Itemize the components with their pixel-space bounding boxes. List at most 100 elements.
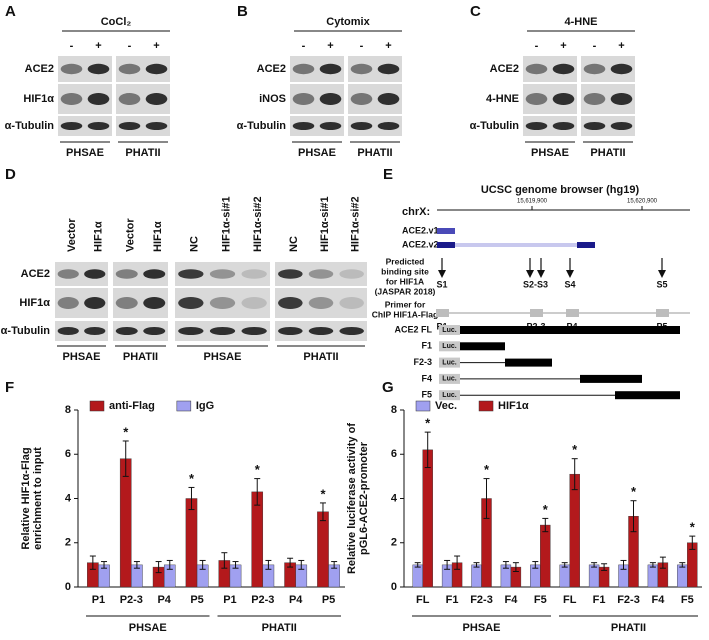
lane-label: NC bbox=[189, 236, 201, 252]
row-label: ACE2 bbox=[25, 63, 54, 75]
blot-title: CoCl₂ bbox=[101, 16, 132, 28]
y-tick-label: 6 bbox=[391, 448, 397, 460]
lane-label: HIF1α-si#1 bbox=[220, 196, 232, 252]
group-label: PHATII bbox=[303, 351, 338, 363]
blot-band bbox=[115, 269, 138, 279]
site-label: S5 bbox=[656, 279, 667, 289]
binding-label: for HIF1A bbox=[386, 276, 424, 286]
primer-text: ChIP HIF1A-Flag bbox=[372, 309, 438, 319]
significance-mark: * bbox=[543, 502, 549, 517]
binding-label: (JASPAR 2018) bbox=[375, 286, 436, 296]
construct-fragment bbox=[460, 326, 680, 334]
x-tick-label: FL bbox=[563, 594, 577, 606]
bar bbox=[647, 564, 659, 588]
significance-mark: * bbox=[123, 424, 129, 439]
blot-band bbox=[241, 269, 267, 279]
x-tick-label: F1 bbox=[446, 594, 459, 606]
blot-band bbox=[209, 327, 236, 335]
bar bbox=[471, 564, 482, 588]
blot-band bbox=[60, 93, 83, 105]
group-label: PHSAE bbox=[204, 351, 242, 363]
blot-band bbox=[350, 122, 373, 130]
significance-mark: * bbox=[631, 484, 637, 499]
blot-band bbox=[60, 122, 83, 130]
lane-label: + bbox=[560, 40, 566, 52]
row-label: α-Tubulin bbox=[470, 120, 520, 132]
blot-band bbox=[60, 63, 83, 75]
blot-band bbox=[118, 93, 141, 105]
row-label: ACE2 bbox=[21, 268, 50, 280]
blot-band bbox=[552, 63, 575, 75]
construct-label: F2-3 bbox=[413, 357, 432, 367]
blot-band bbox=[339, 327, 364, 335]
significance-mark: * bbox=[484, 462, 490, 477]
primer-box bbox=[656, 309, 669, 317]
panel-letter: F bbox=[5, 379, 14, 396]
blot-title: Cytomix bbox=[326, 16, 370, 28]
coord-label: 15,620,900 bbox=[627, 199, 658, 205]
exon bbox=[577, 242, 595, 248]
significance-mark: * bbox=[425, 416, 431, 431]
blot-strip bbox=[290, 116, 344, 136]
x-tick-label: P5 bbox=[322, 594, 335, 606]
site-label: S1 bbox=[436, 279, 447, 289]
lane-label: - bbox=[70, 40, 74, 52]
y-tick-label: 8 bbox=[391, 404, 397, 416]
lane-label: HIF1α-si#2 bbox=[350, 196, 362, 252]
primer-box bbox=[530, 309, 543, 317]
lane-label: + bbox=[95, 40, 101, 52]
construct-label: F4 bbox=[421, 373, 432, 383]
blot-band bbox=[278, 297, 303, 309]
blot-band bbox=[319, 122, 342, 130]
blot-band bbox=[552, 122, 575, 130]
lane-label: HIF1α bbox=[152, 221, 164, 252]
legend-swatch bbox=[89, 400, 105, 412]
panel-letter: A bbox=[5, 3, 16, 20]
significance-mark: * bbox=[572, 442, 578, 457]
x-tick-label: P4 bbox=[157, 594, 171, 606]
x-tick-label: P1 bbox=[92, 594, 105, 606]
blot-band bbox=[143, 297, 166, 309]
blot-band bbox=[319, 63, 342, 75]
group-label: PHATII bbox=[262, 622, 297, 634]
panel-letter: D bbox=[5, 166, 16, 183]
blot-band bbox=[525, 63, 548, 75]
y-tick-label: 0 bbox=[391, 581, 397, 593]
construct-label: F5 bbox=[421, 390, 432, 400]
legend-label: HIF1α bbox=[498, 400, 529, 412]
significance-mark: * bbox=[189, 471, 195, 486]
bar bbox=[422, 449, 433, 588]
group-label: PHSAE bbox=[298, 147, 336, 159]
construct-fragment bbox=[505, 358, 552, 367]
primer-text: Primer for bbox=[385, 299, 426, 309]
panel-letter: G bbox=[382, 379, 394, 396]
row-label: α-Tubulin bbox=[237, 120, 287, 132]
panel-letter: B bbox=[237, 3, 248, 20]
blot-band bbox=[145, 122, 168, 130]
blot-band bbox=[552, 93, 575, 105]
significance-mark: * bbox=[255, 462, 261, 477]
primer-box bbox=[436, 309, 449, 317]
x-tick-label: P5 bbox=[190, 594, 203, 606]
lane-label: - bbox=[593, 40, 597, 52]
blot-band bbox=[339, 269, 364, 279]
blot-band bbox=[209, 269, 236, 279]
blot-band bbox=[178, 327, 204, 335]
y-tick-label: 0 bbox=[65, 581, 71, 593]
blot-band bbox=[525, 122, 548, 130]
group-label: PHATII bbox=[123, 351, 158, 363]
blot-band bbox=[178, 297, 204, 309]
luc-label: Luc. bbox=[442, 392, 456, 399]
transcript-label: ACE2.v2 bbox=[402, 239, 439, 249]
blot-band bbox=[377, 93, 400, 105]
exon bbox=[437, 228, 455, 234]
x-tick-label: F5 bbox=[681, 594, 694, 606]
y-tick-label: 8 bbox=[65, 404, 71, 416]
group-label: PHATII bbox=[590, 147, 625, 159]
blot-band bbox=[241, 327, 267, 335]
blot-band bbox=[377, 122, 400, 130]
group-label: PHSAE bbox=[63, 351, 101, 363]
primer-box bbox=[566, 309, 579, 317]
blot-band bbox=[308, 297, 334, 309]
blot-band bbox=[178, 269, 204, 279]
